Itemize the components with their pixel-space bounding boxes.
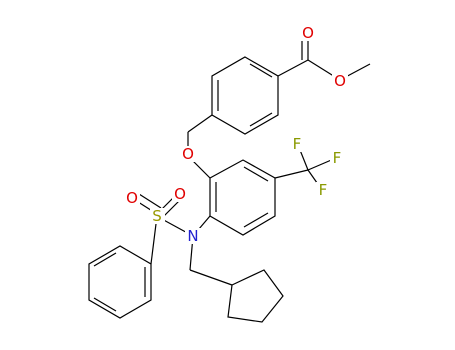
atom-label: F xyxy=(333,149,342,167)
atom-labels: O O O F F F S O O N xyxy=(124,24,348,245)
atom-label: O xyxy=(302,24,314,42)
bonds xyxy=(88,36,371,323)
atom-label: S xyxy=(152,207,162,225)
atom-label: N xyxy=(187,227,198,245)
atom-label: O xyxy=(174,185,186,203)
atom-label: O xyxy=(126,189,138,207)
atom-label: O xyxy=(334,72,346,90)
atom-label: F xyxy=(293,135,302,153)
atom-label: O xyxy=(182,145,194,163)
atom-label: F xyxy=(319,181,328,199)
